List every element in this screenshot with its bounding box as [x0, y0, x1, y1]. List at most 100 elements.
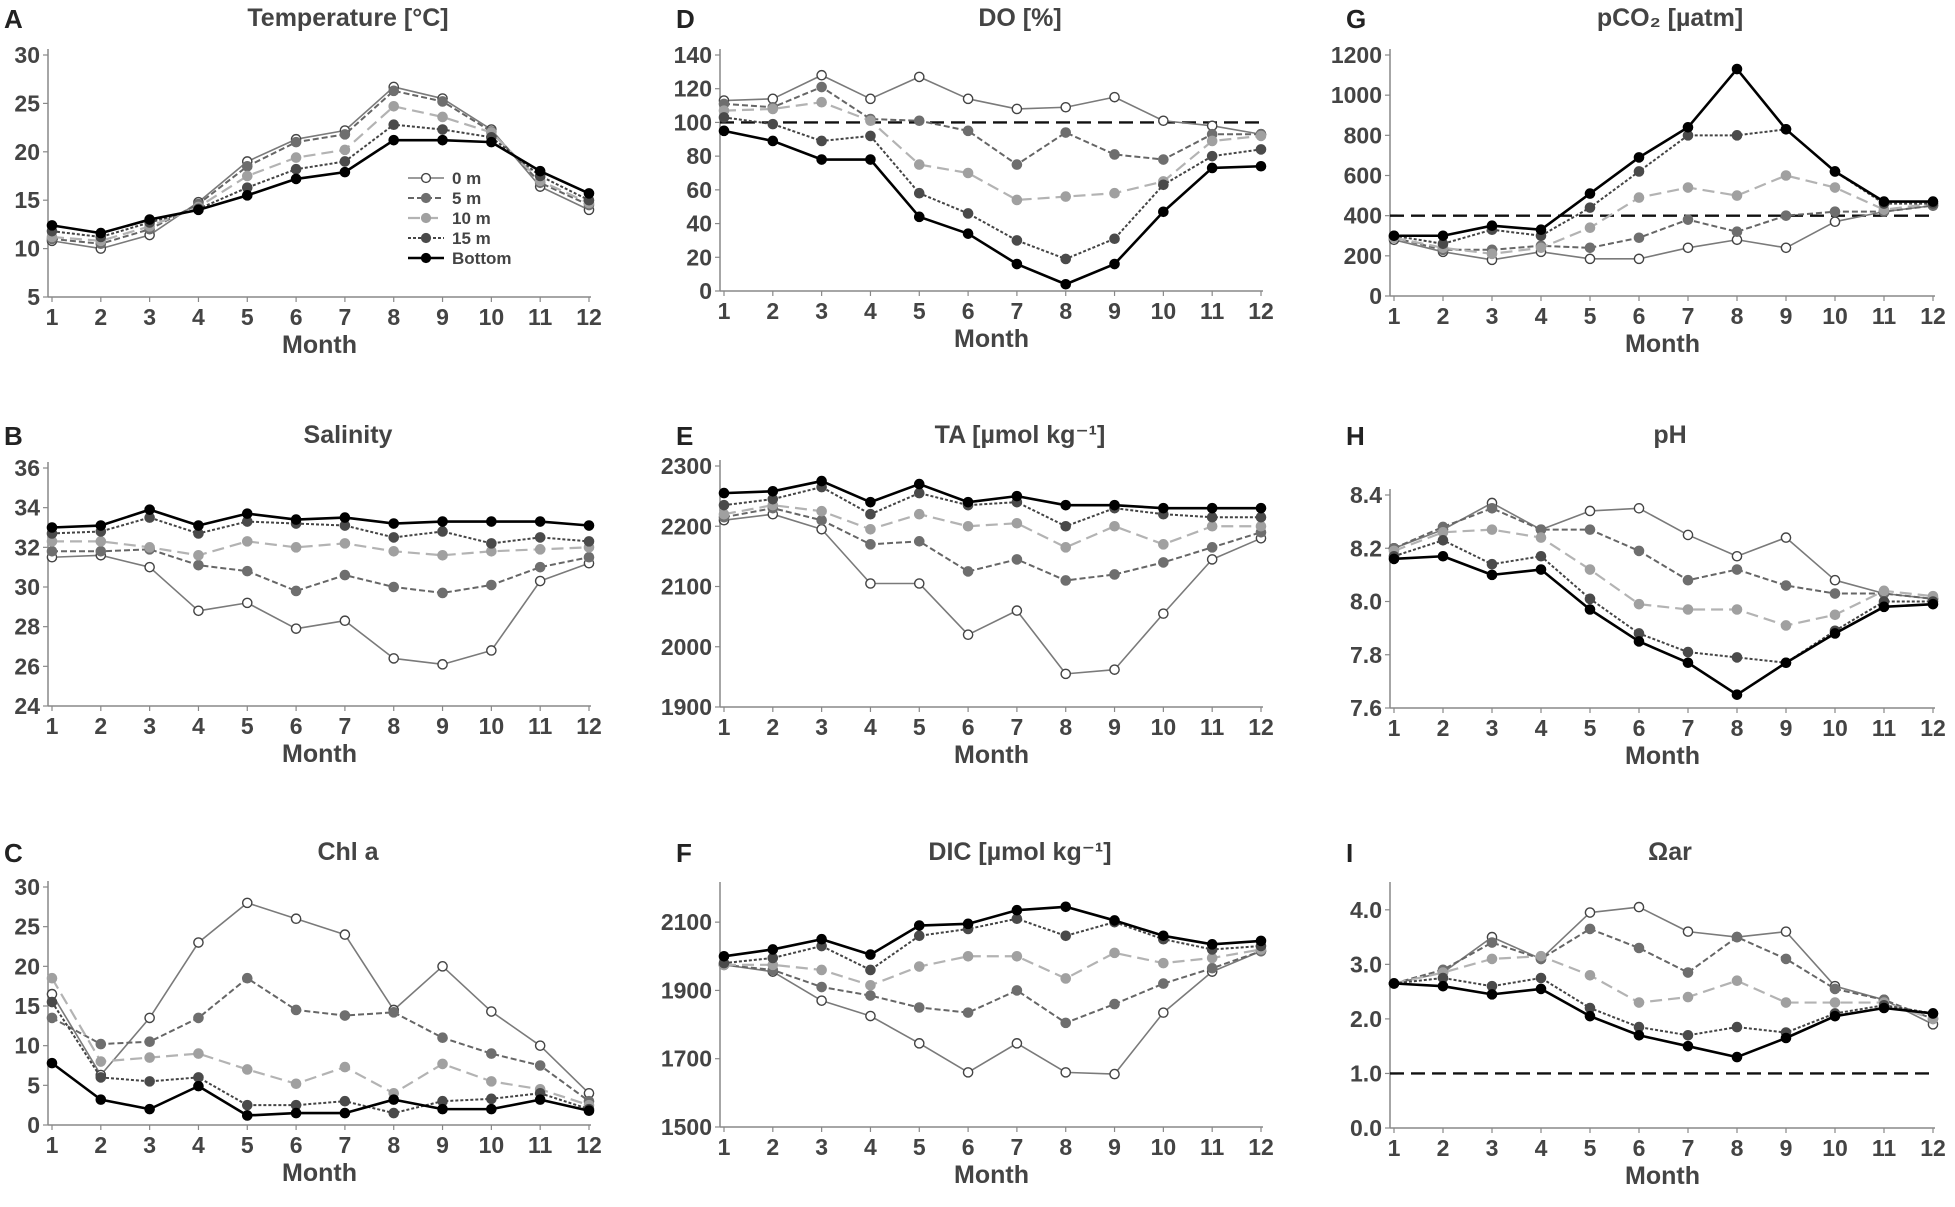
data-point — [534, 575, 546, 587]
series-line — [51, 1001, 590, 1115]
data-point — [1206, 162, 1218, 174]
series-line — [723, 507, 1262, 582]
data-point — [46, 972, 58, 984]
data-point — [1780, 124, 1792, 135]
data-point — [962, 950, 974, 962]
data-point — [583, 188, 595, 199]
data-point — [1255, 511, 1267, 523]
series-line — [723, 101, 1262, 202]
data-point — [1633, 152, 1645, 163]
x-axis-label: Month — [1625, 742, 1700, 770]
data-point — [193, 1048, 204, 1059]
series-5m — [718, 945, 1267, 1029]
data-point — [1206, 520, 1218, 532]
data-point — [388, 1094, 400, 1105]
panel-title: DO [%] — [978, 4, 1061, 32]
data-point — [1829, 609, 1841, 621]
data-point — [1437, 550, 1449, 562]
data-point — [1584, 222, 1596, 234]
data-point — [1255, 130, 1267, 142]
data-point — [583, 551, 595, 563]
data-point — [95, 536, 107, 547]
y-tick-label: 20 — [14, 953, 40, 979]
data-point — [1927, 196, 1939, 207]
x-tick-label: 8 — [1731, 1135, 1744, 1161]
data-point — [1584, 524, 1596, 535]
data-point — [1255, 520, 1267, 532]
data-point — [913, 1038, 925, 1049]
y-tick-label: 800 — [1344, 122, 1382, 148]
data-point — [962, 1007, 974, 1018]
data-point — [913, 211, 925, 223]
data-point — [1682, 182, 1694, 193]
data-point — [95, 227, 107, 239]
data-point — [1829, 983, 1841, 995]
legend-swatch-marker — [420, 172, 432, 184]
series-line — [723, 74, 1262, 136]
y-tick-label: 1500 — [661, 1114, 712, 1140]
data-point — [816, 96, 827, 108]
data-point — [339, 1107, 351, 1119]
data-point — [1060, 1017, 1072, 1029]
x-tick-label: 1 — [1388, 303, 1401, 329]
data-point — [534, 1060, 546, 1071]
panel-letter: H — [1346, 421, 1365, 451]
data-point — [46, 1012, 58, 1024]
data-point — [1011, 159, 1023, 170]
x-tick-label: 1 — [718, 1134, 731, 1160]
data-point — [1158, 1007, 1169, 1018]
data-point — [1633, 1029, 1645, 1041]
data-point — [486, 538, 497, 549]
legend-swatch-marker — [420, 192, 432, 204]
data-point — [1780, 926, 1792, 937]
y-tick-label: 2200 — [661, 513, 712, 539]
x-tick-label: 9 — [1780, 1135, 1793, 1161]
data-point — [816, 505, 827, 517]
y-tick-label: 1.0 — [1350, 1060, 1382, 1086]
y-tick-label: 400 — [1344, 203, 1382, 229]
data-point — [1829, 206, 1841, 217]
data-point — [1011, 605, 1023, 616]
data-point — [339, 538, 351, 549]
data-point — [95, 1056, 107, 1067]
data-point — [865, 130, 876, 142]
x-tick-label: 10 — [1151, 298, 1177, 324]
series-bottom — [718, 901, 1267, 962]
data-point — [913, 578, 925, 589]
series-line — [51, 1062, 590, 1117]
data-point — [486, 516, 497, 527]
y-tick-label: 30 — [14, 574, 40, 600]
data-point — [1158, 930, 1169, 942]
data-point — [437, 1058, 448, 1070]
y-tick-label: 8.0 — [1350, 589, 1382, 615]
x-tick-label: 9 — [436, 304, 449, 330]
legend-label: 10 m — [452, 209, 491, 228]
x-tick-label: 4 — [1535, 1135, 1548, 1161]
panel-title: Salinity — [304, 421, 393, 449]
y-tick-label: 0 — [27, 1112, 40, 1138]
x-tick-label: 9 — [436, 1132, 449, 1158]
y-tick-label: 7.6 — [1350, 695, 1382, 721]
x-tick-label: 11 — [1872, 715, 1897, 741]
series-line — [1393, 982, 1934, 1059]
data-point — [534, 516, 546, 527]
series-line — [51, 554, 590, 666]
series-0m — [718, 945, 1267, 1080]
y-tick-label: 60 — [686, 177, 712, 203]
data-point — [962, 208, 974, 219]
data-point — [1158, 206, 1169, 218]
data-point — [1535, 532, 1547, 543]
series-line — [51, 977, 590, 1107]
data-point — [865, 93, 876, 105]
series-line — [723, 917, 1262, 971]
data-point — [241, 536, 253, 547]
data-point — [144, 1076, 155, 1087]
data-point — [1535, 224, 1547, 236]
data-point — [1060, 973, 1072, 984]
data-point — [913, 478, 925, 490]
data-point — [290, 1004, 302, 1016]
series-line — [1393, 204, 1934, 251]
series-line — [723, 905, 1262, 958]
data-point — [1109, 499, 1120, 511]
y-tick-label: 5 — [27, 1072, 40, 1098]
